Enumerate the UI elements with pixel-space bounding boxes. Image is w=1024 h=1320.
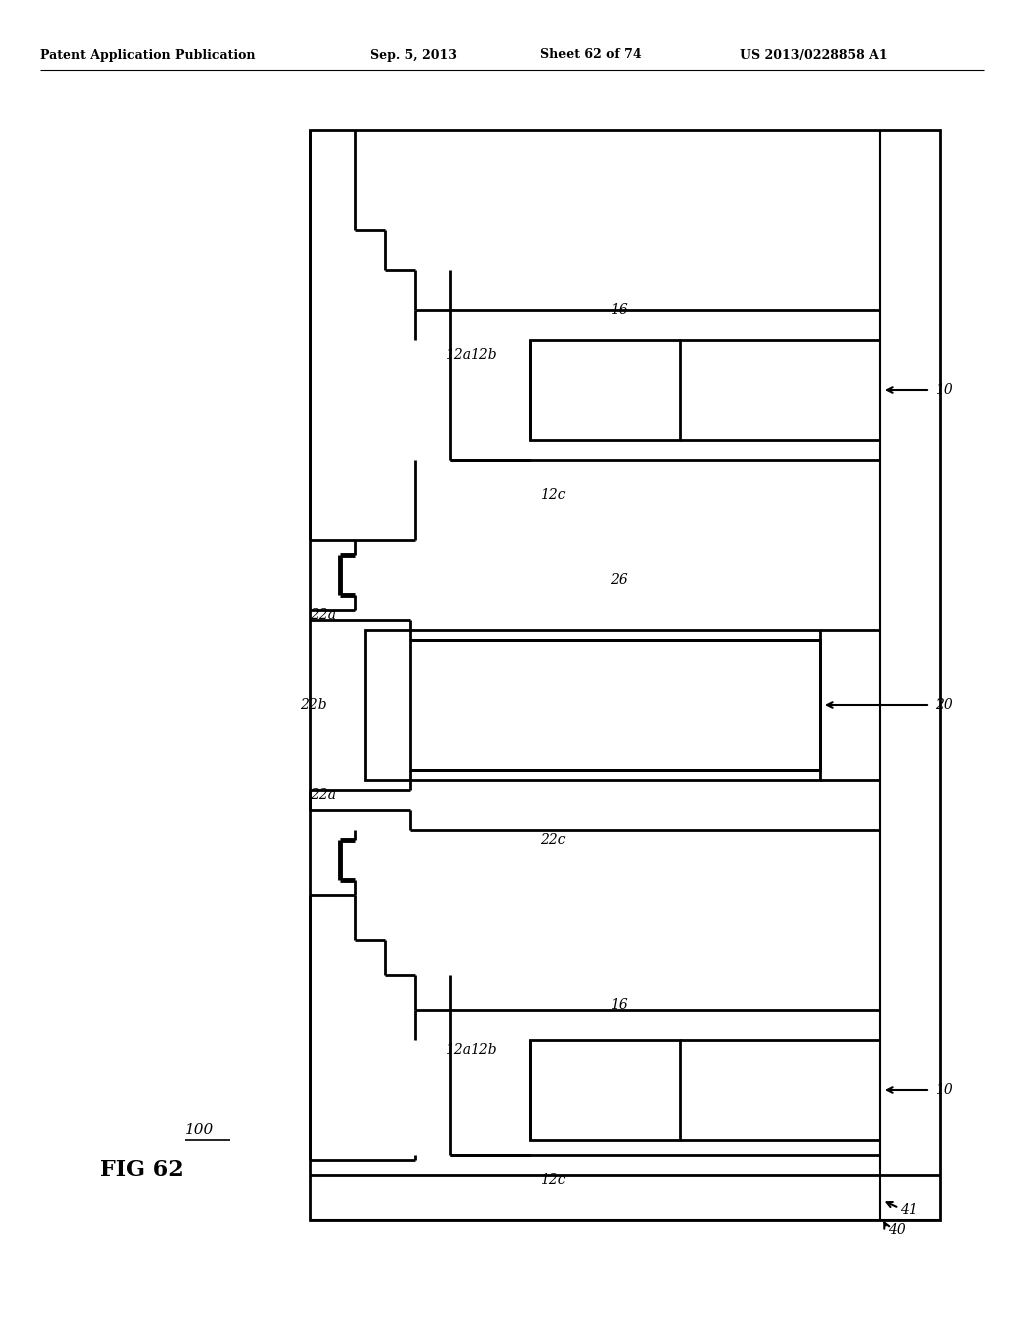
- Text: 16: 16: [610, 304, 628, 317]
- Text: 22b: 22b: [300, 698, 327, 711]
- Text: US 2013/0228858 A1: US 2013/0228858 A1: [740, 49, 888, 62]
- Text: 100: 100: [185, 1123, 214, 1137]
- Bar: [310, 129, 940, 1220]
- Text: 40: 40: [888, 1224, 906, 1237]
- Text: 20: 20: [935, 698, 952, 711]
- Text: 12b: 12b: [470, 1043, 497, 1057]
- Text: 16: 16: [610, 998, 628, 1012]
- Bar: [365, 630, 820, 780]
- Bar: [530, 1040, 680, 1140]
- Text: 12b: 12b: [470, 348, 497, 362]
- Text: 10: 10: [935, 1082, 952, 1097]
- Text: 12a: 12a: [445, 1043, 471, 1057]
- Text: 26: 26: [610, 573, 628, 587]
- Text: FIG 62: FIG 62: [100, 1159, 183, 1181]
- Bar: [530, 341, 680, 440]
- Text: Patent Application Publication: Patent Application Publication: [40, 49, 256, 62]
- Text: 22c: 22c: [540, 833, 565, 847]
- Text: Sep. 5, 2013: Sep. 5, 2013: [370, 49, 457, 62]
- Text: 12c: 12c: [540, 488, 565, 502]
- Bar: [410, 640, 820, 770]
- Text: 22a: 22a: [310, 788, 336, 803]
- Text: 22a: 22a: [310, 609, 336, 622]
- Text: 12c: 12c: [540, 1173, 565, 1187]
- Text: Sheet 62 of 74: Sheet 62 of 74: [540, 49, 642, 62]
- Text: 10: 10: [935, 383, 952, 397]
- Text: 12a: 12a: [445, 348, 471, 362]
- Text: 41: 41: [900, 1203, 918, 1217]
